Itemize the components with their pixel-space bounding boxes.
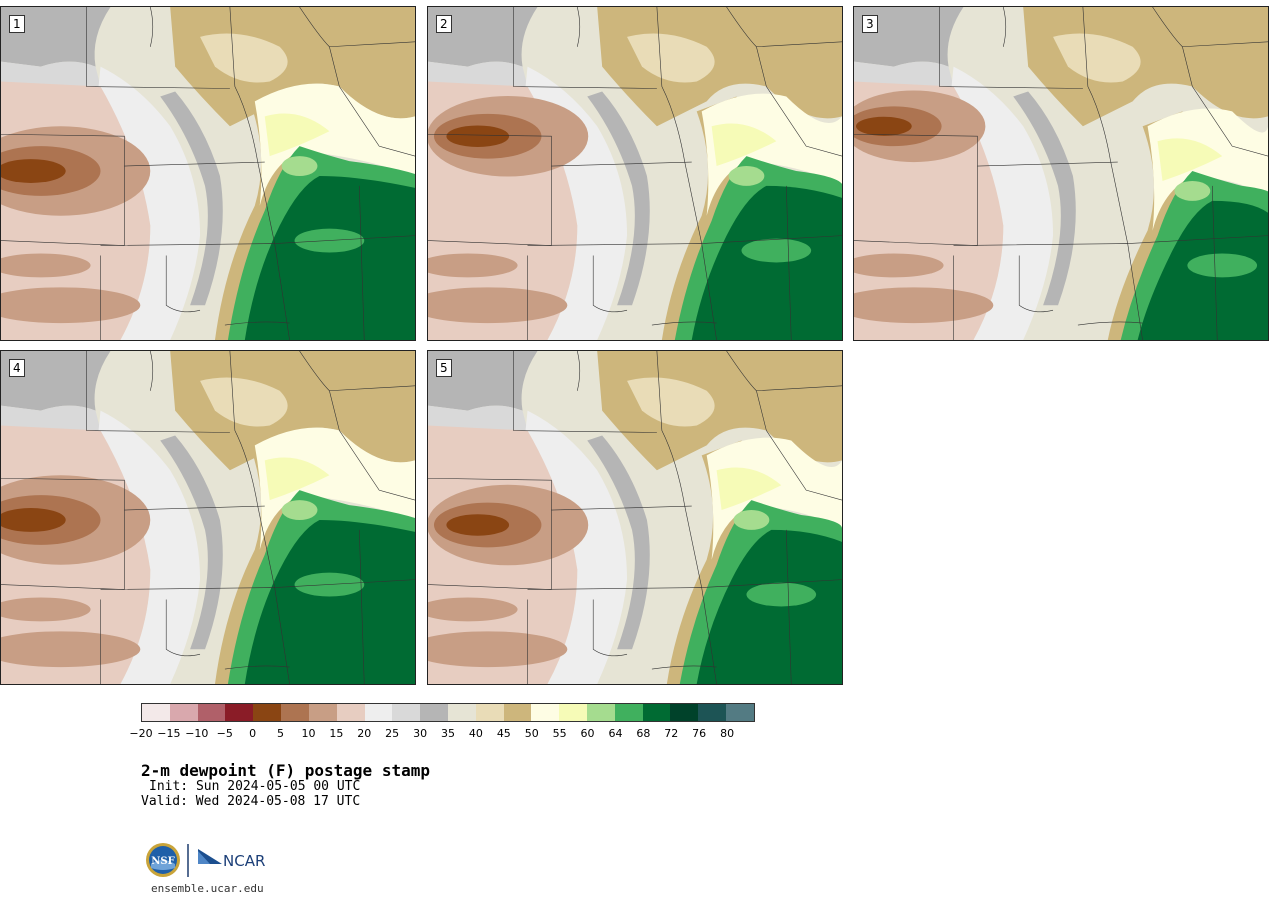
colorbar-swatch: [642, 704, 671, 721]
colorbar-swatch: [364, 704, 393, 721]
colorbar-tick-label: 60: [580, 727, 595, 740]
colorbar-tick-label: 30: [413, 727, 428, 740]
nsf-logo: NSF: [146, 843, 180, 877]
colorbar-swatch: [475, 704, 504, 721]
colorbar-tick-label: 80: [720, 727, 735, 740]
colorbar-swatch: [308, 704, 337, 721]
state-boundaries: [854, 7, 1268, 340]
colorbar-tick-label: −15: [157, 727, 181, 740]
dewpoint-map-4: [1, 351, 415, 684]
colorbar-swatch: [253, 704, 282, 721]
member-panel-2: 2: [427, 6, 843, 341]
colorbar: [141, 703, 755, 722]
colorbar-tick-label: −5: [216, 727, 233, 740]
colorbar-tick-label: 40: [468, 727, 483, 740]
panel-label: 3: [862, 15, 878, 33]
init-time: Init: Sun 2024-05-05 00 UTC: [149, 779, 361, 794]
site-url: ensemble.ucar.edu: [151, 882, 264, 895]
ncar-logo-text: NCAR: [223, 852, 265, 870]
colorbar-tick-label: 20: [357, 727, 372, 740]
colorbar-tick-label: 55: [552, 727, 567, 740]
colorbar-swatch: [531, 704, 560, 721]
dewpoint-field: [1, 351, 415, 684]
ncar-logo: NCAR: [198, 849, 265, 870]
member-panel-4: 4: [0, 350, 416, 685]
colorbar-swatch: [447, 704, 476, 721]
colorbar-swatch: [197, 704, 226, 721]
colorbar-swatch: [614, 704, 643, 721]
colorbar-swatch: [142, 704, 170, 721]
colorbar-swatch: [169, 704, 198, 721]
colorbar-tick-label: −20: [129, 727, 153, 740]
logos: NSF NCAR: [144, 842, 274, 880]
colorbar-swatch: [698, 704, 727, 721]
panel-label: 5: [436, 359, 452, 377]
state-boundaries: [1, 7, 415, 340]
colorbar-ticks: −20 −15 −10 −5 0 5 10 15 20 25 30 35 40 45 50 55 60 64 68 7…: [129, 727, 755, 741]
colorbar-swatch: [559, 704, 587, 721]
colorbar-swatch: [336, 704, 365, 721]
colorbar-tick-label: 64: [608, 727, 623, 740]
panel-label: 2: [436, 15, 452, 33]
colorbar-tick-label: 10: [301, 727, 316, 740]
colorbar-swatch: [587, 704, 615, 721]
colorbar-tick-label: 68: [636, 727, 651, 740]
dewpoint-map-2: [428, 7, 842, 340]
colorbar-tick-label: 76: [692, 727, 707, 740]
nsf-logo-text: NSF: [151, 856, 174, 867]
colorbar-tick-label: 50: [524, 727, 539, 740]
dewpoint-field: [428, 351, 842, 684]
dewpoint-map-3: [854, 7, 1268, 340]
colorbar-tick-label: 15: [329, 727, 344, 740]
colorbar-swatch: [281, 704, 309, 721]
dewpoint-map-1: [1, 7, 415, 340]
colorbar-tick-label: 72: [664, 727, 679, 740]
colorbar-swatch: [726, 704, 754, 721]
colorbar-swatch: [503, 704, 532, 721]
member-panel-3: 3: [853, 6, 1269, 341]
state-boundaries: [428, 7, 842, 340]
dewpoint-map-5: [428, 351, 842, 684]
member-panel-5: 5: [427, 350, 843, 685]
colorbar-tick-label: 5: [277, 727, 285, 740]
colorbar-tick-label: 45: [496, 727, 511, 740]
colorbar-tick-label: −10: [185, 727, 209, 740]
valid-time: Valid: Wed 2024-05-08 17 UTC: [141, 794, 361, 809]
colorbar-swatch: [392, 704, 421, 721]
colorbar-tick-label: 25: [385, 727, 400, 740]
dewpoint-field: [1, 7, 415, 340]
colorbar-tick-label: 0: [249, 727, 257, 740]
dewpoint-field: [428, 7, 842, 340]
state-boundaries: [1, 351, 415, 684]
colorbar-swatch: [420, 704, 448, 721]
figure-title: 2-m dewpoint (F) postage stamp: [141, 761, 430, 780]
colorbar-swatch: [225, 704, 254, 721]
member-panel-1: 1: [0, 6, 416, 341]
dewpoint-field: [854, 7, 1268, 340]
colorbar-swatch: [670, 704, 699, 721]
state-boundaries: [428, 351, 842, 684]
panel-label: 1: [9, 15, 25, 33]
panel-label: 4: [9, 359, 25, 377]
colorbar-tick-label: 35: [441, 727, 455, 740]
